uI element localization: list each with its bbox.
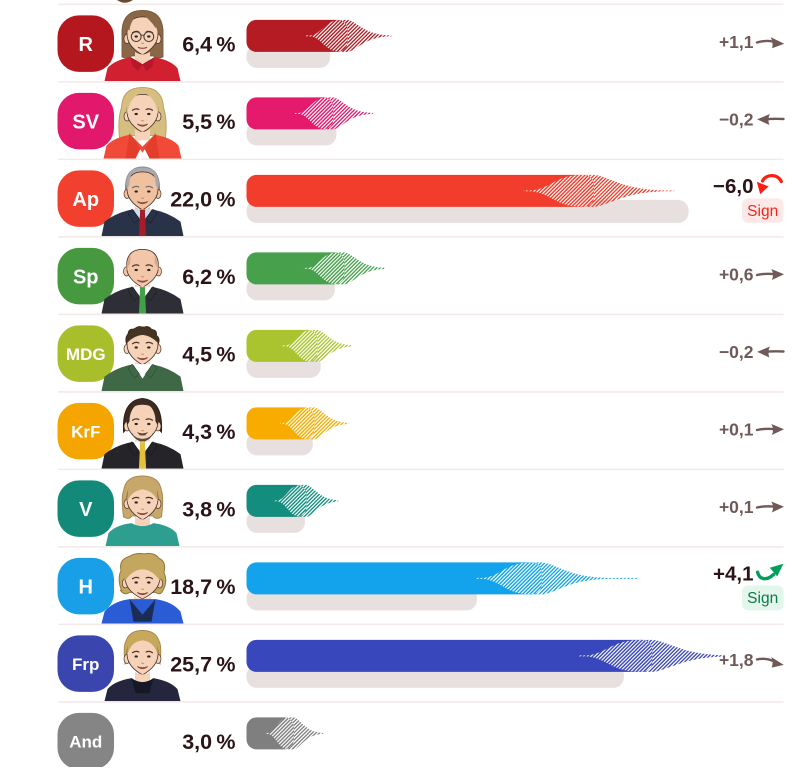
svg-text:SV: SV bbox=[72, 111, 99, 133]
svg-text:6,4 %: 6,4 % bbox=[182, 32, 235, 56]
svg-text:V: V bbox=[79, 499, 93, 521]
svg-text:25,7 %: 25,7 % bbox=[170, 652, 235, 676]
svg-text:Sp: Sp bbox=[73, 266, 99, 288]
svg-text:Ap: Ap bbox=[72, 189, 99, 211]
svg-text:−6,0: −6,0 bbox=[713, 175, 753, 198]
svg-text:H: H bbox=[79, 576, 93, 598]
svg-text:Sign: Sign bbox=[747, 203, 778, 220]
svg-text:+1,8: +1,8 bbox=[719, 650, 754, 670]
svg-text:+0,6: +0,6 bbox=[719, 265, 754, 285]
svg-text:−0,2: −0,2 bbox=[719, 110, 754, 130]
svg-text:4,3 %: 4,3 % bbox=[182, 420, 235, 444]
svg-text:6,2 %: 6,2 % bbox=[182, 265, 235, 289]
svg-text:Frp: Frp bbox=[72, 655, 99, 674]
svg-text:And: And bbox=[69, 732, 102, 751]
svg-text:3,8 %: 3,8 % bbox=[182, 497, 235, 521]
svg-text:22,0 %: 22,0 % bbox=[170, 187, 235, 211]
svg-text:Sign: Sign bbox=[747, 590, 778, 607]
svg-text:−0,2: −0,2 bbox=[719, 342, 754, 362]
svg-text:3,0 %: 3,0 % bbox=[182, 730, 235, 754]
svg-text:18,7 %: 18,7 % bbox=[170, 575, 235, 599]
svg-text:R: R bbox=[79, 34, 94, 56]
svg-text:5,5 %: 5,5 % bbox=[182, 110, 235, 134]
svg-text:KrF: KrF bbox=[71, 422, 100, 441]
svg-text:+0,1: +0,1 bbox=[719, 420, 754, 440]
svg-text:+0,1: +0,1 bbox=[719, 497, 754, 517]
svg-text:+1,1: +1,1 bbox=[719, 32, 754, 52]
svg-text:MDG: MDG bbox=[66, 345, 106, 364]
svg-text:4,5 %: 4,5 % bbox=[182, 342, 235, 366]
svg-text:+4,1: +4,1 bbox=[713, 563, 753, 586]
